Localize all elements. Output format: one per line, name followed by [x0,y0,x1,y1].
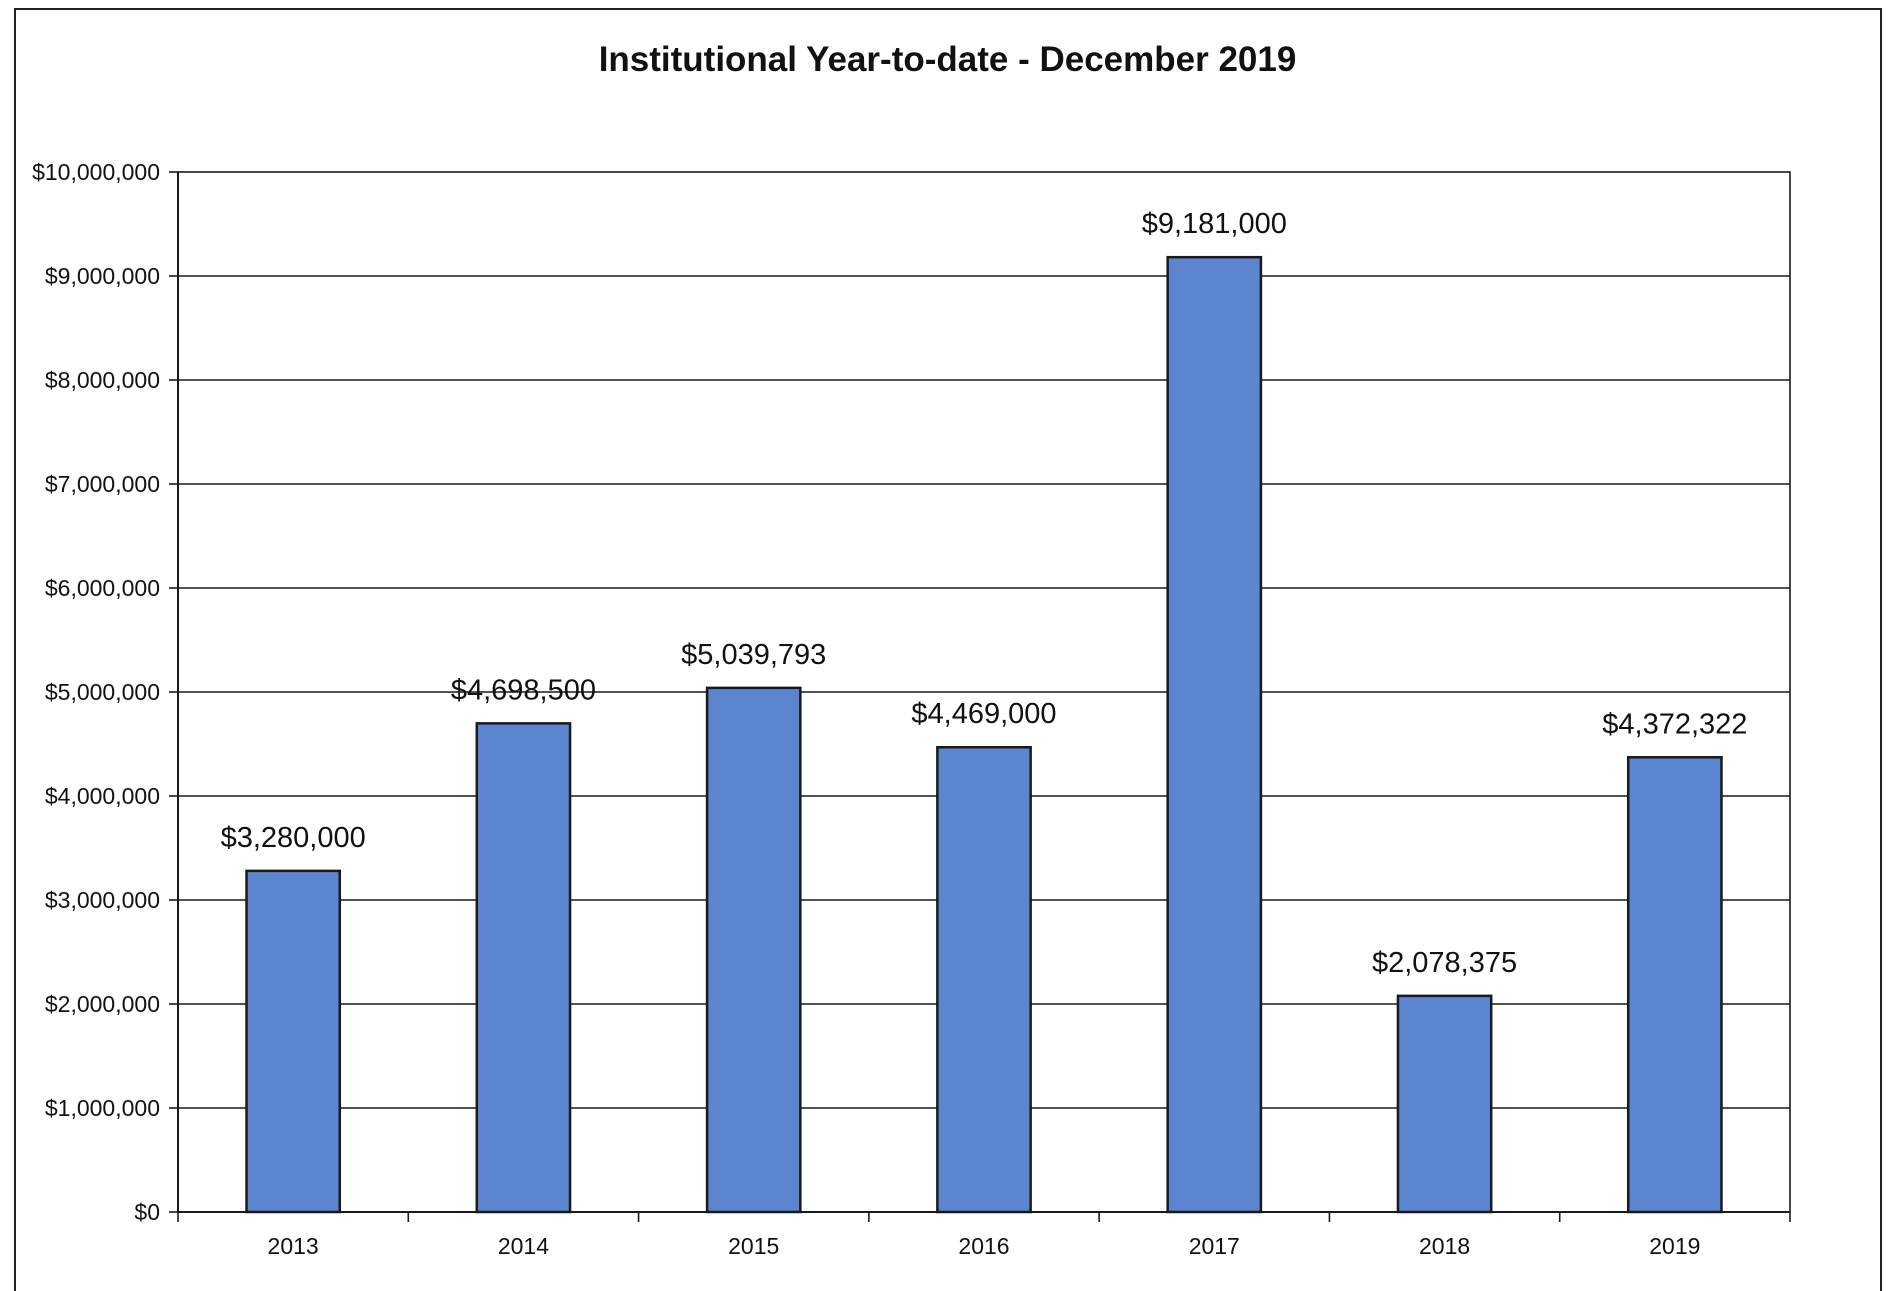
bar-2017 [1166,255,1263,1214]
x-tick-label-2013: 2013 [268,1233,319,1259]
x-tick-label-2014: 2014 [498,1233,549,1259]
data-label-2014: $4,698,500 [451,674,596,706]
data-label-2013: $3,280,000 [221,822,366,854]
y-tick-label: $1,000,000 [45,1095,160,1121]
bar-2019 [1626,756,1723,1214]
bar-2013 [245,869,342,1214]
bar-2016 [936,745,1032,1214]
y-tick-label: $5,000,000 [45,679,160,705]
x-tick-label-2018: 2018 [1419,1233,1470,1259]
y-tick-label: $10,000,000 [32,159,160,185]
y-tick-label: $4,000,000 [45,783,160,809]
y-tick-label: $8,000,000 [45,367,160,393]
bar-2018 [1396,994,1493,1214]
y-tick-label: $3,000,000 [45,887,160,913]
y-tick-label: $6,000,000 [45,575,160,601]
bar-2015 [705,686,802,1214]
data-label-2019: $4,372,322 [1602,708,1747,740]
data-label-2018: $2,078,375 [1372,947,1517,979]
y-tick-label: $2,000,000 [45,991,160,1017]
x-tick-label-2019: 2019 [1649,1233,1700,1259]
x-tick-label-2016: 2016 [958,1233,1009,1259]
y-tick-label: $0 [134,1199,160,1225]
data-label-2015: $5,039,793 [681,639,826,671]
chart-title: Institutional Year-to-date - December 20… [598,40,1297,79]
data-label-2016: $4,469,000 [911,698,1056,730]
y-tick-label: $9,000,000 [45,263,160,289]
x-tick-label-2017: 2017 [1189,1233,1240,1259]
data-label-2017: $9,181,000 [1142,208,1287,240]
bar-2014 [475,722,572,1214]
x-tick-label-2015: 2015 [728,1233,779,1259]
y-tick-label: $7,000,000 [45,471,160,497]
